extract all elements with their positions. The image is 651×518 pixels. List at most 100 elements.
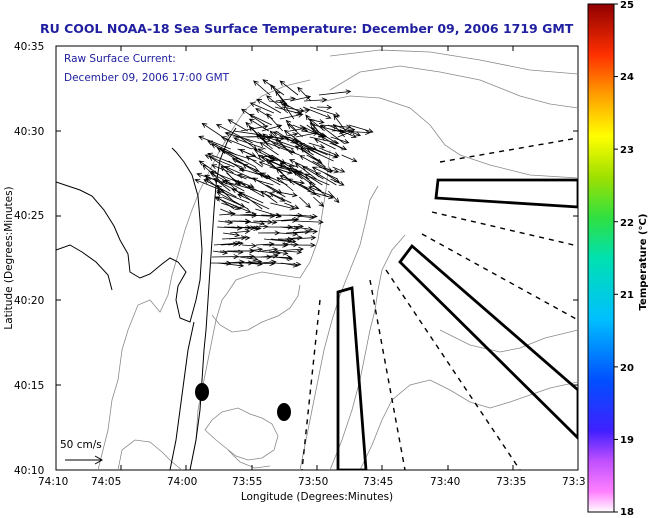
current-vector-arrow [320,124,352,130]
current-vector-arrow [330,178,345,186]
colorbar-tick-label: 24 [620,72,634,83]
current-vector-arrow [249,102,275,114]
axis-tick-marks [55,45,579,471]
current-vector-arrow [276,177,294,192]
x-tick-label: 73:50 [298,476,328,488]
radial-beam-line [301,299,321,470]
current-vector-arrow [279,162,303,180]
bathymetry-contour [299,185,379,470]
current-vector-arrow [224,131,260,144]
colorbar-tick-label: 21 [620,290,634,301]
coastline [189,127,237,470]
current-vector-arrow [240,124,269,132]
radar-beam-outline [336,286,368,470]
current-vector-arrow [241,108,266,126]
current-vector-arrow [275,168,295,186]
current-vector-arrow [198,160,226,180]
current-vector-arrow [224,165,254,180]
current-vector-arrow [297,86,312,102]
current-vector-arrow [241,243,257,249]
current-vector-arrow [245,261,263,267]
current-vector-arrow [341,154,358,163]
vector-scale-label: 50 cm/s [60,439,102,451]
current-vector-arrow [292,235,317,241]
current-vector-arrow [275,138,293,156]
current-vector-arrow [303,97,328,103]
current-vector-arrow [281,217,298,223]
current-vector-arrow [245,155,263,168]
y-tick-label: 40:25 [14,210,44,222]
current-vector-arrow [296,170,330,186]
bathymetry-contour [359,379,578,470]
current-vector-arrow [268,192,292,204]
current-vector-arrow [314,148,339,159]
current-vectors [194,79,374,268]
radar-beam-outline [434,178,578,209]
current-vector-arrow [216,189,250,204]
coastline [169,321,195,470]
current-vector-arrow [266,95,289,114]
coastline [56,147,203,323]
station-marker [195,383,209,401]
current-vector-arrow [296,213,318,219]
current-vector-arrow [247,247,264,253]
current-vector-arrow [274,256,294,262]
plot-area [55,45,579,471]
y-tick-label: 40:20 [14,295,44,307]
current-vector-arrow [204,174,238,192]
x-tick-label: 73:45 [363,476,393,488]
bathymetry-contour [319,95,578,179]
y-tick-label: 40:10 [14,465,44,477]
current-vector-arrow [287,178,321,198]
current-vector-arrow [248,118,269,132]
figure-title: RU COOL NOAA-18 Sea Surface Temperature:… [40,21,574,36]
current-vector-arrow [309,122,325,138]
current-vector-arrow [279,175,315,192]
current-vector-arrow [260,172,288,186]
current-vector-arrow [259,141,279,156]
current-vector-arrow [293,229,319,235]
current-vector-arrow [292,170,322,192]
bathymetry-contour [329,49,578,75]
current-vector-arrow [221,149,256,168]
current-vector-arrow [332,166,346,173]
colorbar-tick-label: 19 [620,435,634,446]
current-vector-arrow [308,186,335,198]
radial-beam-line [439,137,578,163]
y-tick-label: 40:35 [14,41,44,53]
y-tick-label: 40:30 [14,126,44,138]
colorbar-tick-label: 25 [620,0,634,11]
bathymetry-contour [329,234,406,470]
current-vector-arrow [260,190,278,204]
colorbar-tick-label: 23 [620,145,634,156]
current-vector-arrow [259,259,277,265]
current-vector-arrow [283,103,295,120]
current-vector-arrow [279,101,303,114]
current-vector-arrow [302,106,332,119]
current-vector-arrow [262,79,285,96]
current-vector-arrow [280,262,299,268]
current-vector-arrow [338,129,371,135]
current-vector-arrow [263,238,293,244]
x-tick-label: 73:3 [562,476,586,488]
x-tick-label: 74:05 [91,476,121,488]
vector-scale-arrow [65,455,104,465]
colorbar [587,3,615,513]
current-vector-arrow [308,142,326,149]
current-vector-arrow [300,147,326,168]
current-vector-arrow [337,130,355,138]
current-vector-arrow [230,228,251,234]
current-vector-arrow [211,164,247,180]
current-vector-arrow [318,89,352,96]
colorbar-tick-marks [614,3,618,513]
x-tick-label: 73:55 [232,476,262,488]
annotation-line-1: Raw Surface Current: [64,53,176,65]
current-vector-arrow [261,213,282,219]
current-vector-arrow [295,219,324,225]
radial-beam-line [431,211,578,247]
bathymetry-contour [227,449,271,469]
current-vector-arrow [287,123,303,138]
bathymetry-contour [204,407,279,461]
current-vector-arrow [227,241,244,247]
